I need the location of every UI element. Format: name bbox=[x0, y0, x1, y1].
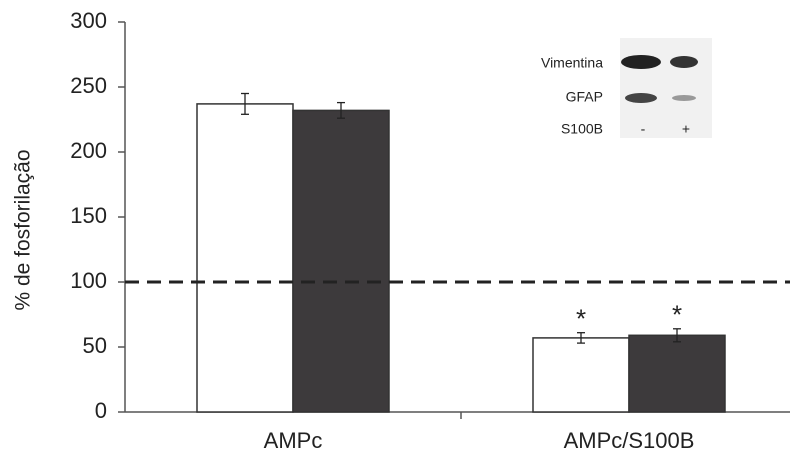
y-tick-label: 250 bbox=[70, 73, 107, 98]
significance-marker: * bbox=[672, 300, 682, 330]
blot-background bbox=[620, 38, 712, 138]
inset-label: Vimentina bbox=[541, 55, 603, 71]
blot-band bbox=[621, 55, 661, 69]
y-tick-label: 300 bbox=[70, 8, 107, 33]
y-tick-label: 0 bbox=[95, 398, 107, 423]
blot-band bbox=[625, 93, 657, 103]
chart: % de fosforilação Vimentina GFAP S100B -… bbox=[0, 0, 796, 455]
inset-lane-label: + bbox=[682, 121, 690, 137]
bar bbox=[293, 110, 389, 412]
bar bbox=[629, 335, 725, 412]
y-tick-label: 50 bbox=[83, 333, 107, 358]
inset-label: S100B bbox=[561, 121, 603, 137]
inset-lane-label: - bbox=[641, 121, 646, 137]
x-tick-label: AMPc/S100B bbox=[564, 428, 695, 453]
blot-band bbox=[670, 56, 698, 68]
y-tick-label: 100 bbox=[70, 268, 107, 293]
bar bbox=[533, 338, 629, 412]
y-axis-label: % de fosforilação bbox=[12, 149, 35, 310]
x-tick-label: AMPc bbox=[264, 428, 323, 453]
y-tick-label: 150 bbox=[70, 203, 107, 228]
blot-band bbox=[672, 95, 696, 101]
inset: Vimentina GFAP S100B - + bbox=[541, 38, 712, 138]
significance-marker: * bbox=[576, 304, 586, 334]
y-tick-label: 200 bbox=[70, 138, 107, 163]
inset-label: GFAP bbox=[566, 89, 603, 105]
bar bbox=[197, 104, 293, 412]
